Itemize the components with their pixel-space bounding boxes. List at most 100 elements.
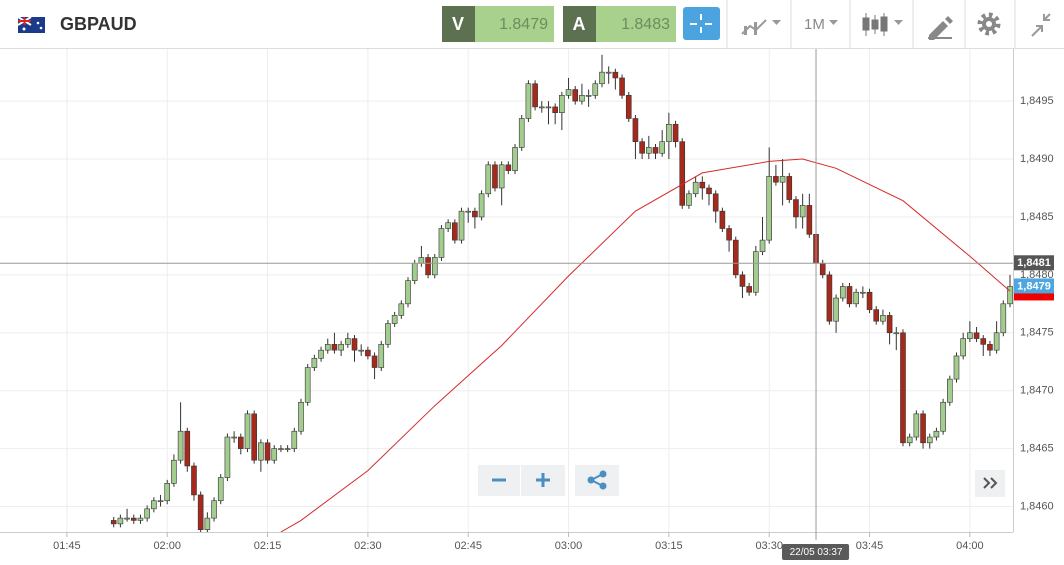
candle-body (151, 500, 157, 510)
candle-body (538, 106, 545, 109)
x-tick-label: 03:30 (755, 540, 783, 552)
candle-body (324, 344, 331, 351)
candle-body (639, 141, 645, 154)
share-button[interactable] (575, 465, 619, 496)
candle-body (853, 291, 859, 305)
settings-button[interactable] (977, 12, 1001, 36)
zoom-out-button[interactable] (478, 465, 520, 496)
candle-body (237, 436, 244, 449)
candle-body (518, 118, 525, 148)
candle-body (860, 291, 866, 294)
sell-label: V (452, 14, 464, 34)
candle-body (231, 436, 237, 439)
candle-body (204, 517, 211, 530)
timeframe: 1M (804, 16, 825, 33)
candle-body (177, 430, 184, 461)
candle-body (706, 187, 712, 195)
chart-type-button[interactable] (741, 19, 781, 35)
candle-body (732, 239, 739, 276)
candle-body (512, 147, 518, 171)
candle-body (839, 286, 846, 299)
sell-button[interactable]: V 1.8479 (442, 6, 554, 42)
separators (726, 0, 1016, 48)
candle-body (264, 442, 271, 461)
candle-body (545, 106, 552, 109)
scroll-end-button[interactable] (975, 470, 1005, 497)
candle-body (973, 332, 980, 339)
candle-body (779, 176, 786, 183)
candle-body (365, 349, 371, 357)
candle-body (291, 430, 298, 449)
candle-body (559, 95, 565, 114)
x-tick-label: 04:00 (956, 540, 984, 552)
crosshair-time-label: 22/05 03:37 (790, 547, 843, 558)
candle-body (592, 83, 599, 96)
buy-button[interactable]: A 1.8483 (563, 6, 676, 42)
sell-price: 1.8479 (499, 16, 548, 33)
candle-body (565, 89, 572, 96)
x-tick-label: 02:30 (354, 540, 382, 552)
buy-price: 1.8483 (621, 16, 670, 33)
candle-body (947, 378, 953, 403)
candle-body (157, 500, 164, 503)
x-tick-label: 02:45 (454, 540, 482, 552)
candle-body (110, 520, 117, 525)
candle-body (217, 477, 224, 502)
candle-body (806, 205, 813, 235)
candle-body (411, 262, 418, 281)
timeframe-button[interactable]: 1M (804, 16, 838, 33)
candle-body (117, 517, 124, 525)
x-tick-label: 03:15 (655, 540, 683, 552)
x-tick-label: 02:00 (153, 540, 181, 552)
candle-body (679, 141, 686, 206)
candle-body (960, 338, 966, 357)
candle-body (926, 436, 933, 444)
candle-style-button[interactable] (862, 13, 903, 36)
y-tick-label: 1,8480 (1020, 269, 1054, 281)
candle-body (338, 344, 344, 351)
candle-body (826, 274, 833, 322)
y-tick-label: 1,8485 (1020, 211, 1054, 223)
candle-body (164, 483, 171, 502)
candle-body (933, 430, 940, 438)
candle-body (913, 413, 920, 438)
candle-body (699, 181, 706, 189)
candle-body (452, 222, 458, 241)
crosshair-price-label: 1,8481 (1017, 257, 1051, 269)
candle-body (579, 95, 585, 102)
candle-body (712, 193, 719, 212)
candle-body (184, 430, 191, 467)
y-tick-label: 1,8465 (1020, 443, 1054, 455)
zoom-in-button[interactable] (521, 465, 565, 496)
candle-body (492, 164, 498, 189)
candle-body (331, 344, 338, 351)
candle-body (906, 436, 913, 444)
candle-body (485, 164, 492, 195)
crosshair-price-box (1014, 255, 1054, 271)
candle-body (378, 344, 385, 368)
collapse-button[interactable] (1031, 13, 1051, 37)
candle-body (130, 517, 137, 521)
candle-body (920, 413, 926, 444)
plot (110, 54, 1013, 532)
crosshair-time-box (782, 544, 850, 560)
candle-body (666, 123, 672, 142)
candle-body (137, 517, 144, 521)
candle-body (572, 89, 579, 102)
candle-body (445, 222, 451, 229)
symbol: GBPAUD (60, 14, 137, 34)
candle-body (773, 176, 779, 183)
candle-body (351, 338, 358, 351)
last-price-box (1014, 278, 1054, 294)
candle-body (880, 315, 886, 322)
y-tick-label: 1,8495 (1020, 95, 1054, 107)
crosshair-button[interactable] (683, 7, 720, 40)
draw-button[interactable] (928, 16, 953, 40)
candle-body (311, 357, 318, 368)
candle-body (846, 286, 853, 305)
candle-body (124, 517, 130, 520)
candle-body (893, 332, 900, 335)
candle-body (599, 71, 605, 85)
